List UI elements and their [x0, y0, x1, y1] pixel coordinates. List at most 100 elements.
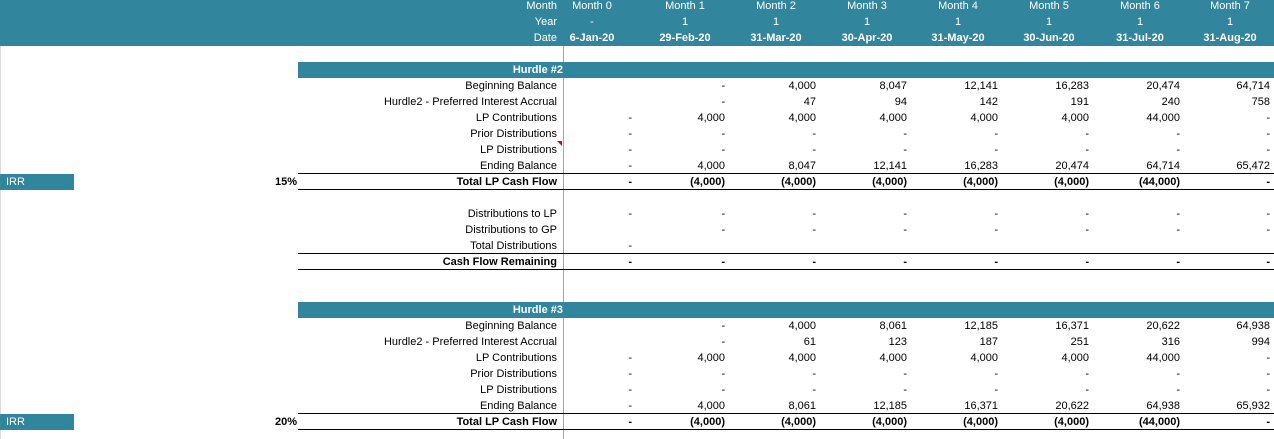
- value-cell[interactable]: [1094, 238, 1180, 254]
- value-cell[interactable]: 123: [888, 336, 907, 348]
- header-year-cell[interactable]: 1: [681, 16, 689, 28]
- value-cell[interactable]: 44,000: [1146, 112, 1180, 124]
- value-cell[interactable]: 4,000: [788, 352, 816, 364]
- header-month-cell[interactable]: Month 4: [938, 0, 978, 12]
- value-cell[interactable]: (4,000): [690, 416, 725, 428]
- value-cell[interactable]: -: [1085, 208, 1089, 220]
- value-cell[interactable]: -: [1266, 208, 1270, 220]
- value-cell[interactable]: 20,622: [1055, 400, 1089, 412]
- value-cell[interactable]: 142: [979, 96, 998, 108]
- value-cell[interactable]: -: [628, 112, 632, 124]
- value-cell[interactable]: [1003, 238, 1089, 254]
- value-cell[interactable]: -: [628, 144, 632, 156]
- value-cell[interactable]: -: [1085, 144, 1089, 156]
- value-cell[interactable]: (4,000): [781, 416, 816, 428]
- header-date-cell[interactable]: 30-Apr-20: [841, 32, 893, 44]
- value-cell[interactable]: -: [1266, 256, 1270, 268]
- header-date-cell[interactable]: 30-Jun-20: [1023, 32, 1075, 44]
- value-cell[interactable]: -: [812, 384, 816, 396]
- value-cell[interactable]: -: [994, 208, 998, 220]
- value-cell[interactable]: 4,000: [1061, 352, 1089, 364]
- value-cell[interactable]: 61: [803, 336, 816, 348]
- value-cell[interactable]: 65,472: [1236, 160, 1270, 172]
- value-cell[interactable]: 8,061: [788, 400, 816, 412]
- value-cell[interactable]: -: [628, 176, 632, 188]
- value-cell[interactable]: 64,938: [1146, 400, 1180, 412]
- value-cell[interactable]: -: [1266, 224, 1270, 236]
- value-cell[interactable]: -: [721, 256, 725, 268]
- value-cell[interactable]: -: [1176, 224, 1180, 236]
- value-cell[interactable]: -: [903, 144, 907, 156]
- value-cell[interactable]: 8,047: [788, 160, 816, 172]
- header-month-cell[interactable]: Month 7: [1210, 0, 1250, 12]
- hurdle2-irr-value[interactable]: 15%: [274, 176, 297, 188]
- header-year-cell[interactable]: 1: [1226, 16, 1234, 28]
- value-cell[interactable]: -: [812, 368, 816, 380]
- header-label-month[interactable]: Month: [526, 0, 557, 12]
- value-cell[interactable]: -: [628, 368, 632, 380]
- value-cell[interactable]: 94: [894, 96, 907, 108]
- value-cell[interactable]: 8,061: [879, 320, 907, 332]
- value-cell[interactable]: [639, 238, 725, 254]
- row-label[interactable]: LP Distributions: [480, 384, 557, 396]
- header-date-cell[interactable]: 31-Jul-20: [1116, 32, 1164, 44]
- value-cell[interactable]: -: [994, 384, 998, 396]
- value-cell[interactable]: -: [628, 128, 632, 140]
- value-cell[interactable]: 64,938: [1236, 320, 1270, 332]
- row-label[interactable]: Distributions to GP: [465, 224, 557, 236]
- value-cell[interactable]: -: [994, 256, 998, 268]
- value-cell[interactable]: -: [1266, 176, 1270, 188]
- row-label[interactable]: Total LP Cash Flow: [456, 176, 557, 188]
- value-cell[interactable]: 994: [1251, 336, 1270, 348]
- value-cell[interactable]: -: [1085, 224, 1089, 236]
- row-label[interactable]: Beginning Balance: [465, 80, 557, 92]
- row-label[interactable]: Hurdle2 - Preferred Interest Accrual: [383, 336, 557, 348]
- value-cell[interactable]: -: [721, 384, 725, 396]
- value-cell[interactable]: [546, 222, 632, 238]
- value-cell[interactable]: -: [628, 384, 632, 396]
- value-cell[interactable]: 44,000: [1146, 352, 1180, 364]
- value-cell[interactable]: -: [1266, 352, 1270, 364]
- value-cell[interactable]: -: [1176, 256, 1180, 268]
- hurdle3-irr-value[interactable]: 20%: [274, 416, 297, 428]
- value-cell[interactable]: (4,000): [963, 176, 998, 188]
- value-cell[interactable]: 4,000: [788, 80, 816, 92]
- value-cell[interactable]: -: [994, 128, 998, 140]
- value-cell[interactable]: 4,000: [788, 320, 816, 332]
- value-cell[interactable]: -: [903, 368, 907, 380]
- header-year-cell[interactable]: 1: [954, 16, 962, 28]
- value-cell[interactable]: (44,000): [1139, 416, 1180, 428]
- header-month-cell[interactable]: Month 6: [1120, 0, 1160, 12]
- value-cell[interactable]: -: [812, 256, 816, 268]
- value-cell[interactable]: 316: [1161, 336, 1180, 348]
- value-cell[interactable]: 16,371: [1055, 320, 1089, 332]
- value-cell[interactable]: [546, 78, 632, 94]
- row-label[interactable]: Prior Distributions: [470, 128, 557, 140]
- value-cell[interactable]: (4,000): [690, 176, 725, 188]
- value-cell[interactable]: 240: [1161, 96, 1180, 108]
- value-cell[interactable]: -: [994, 368, 998, 380]
- value-cell[interactable]: -: [628, 256, 632, 268]
- value-cell[interactable]: -: [628, 416, 632, 428]
- value-cell[interactable]: 16,371: [964, 400, 998, 412]
- value-cell[interactable]: 64,714: [1146, 160, 1180, 172]
- row-label[interactable]: LP Contributions: [475, 112, 557, 124]
- value-cell[interactable]: -: [812, 144, 816, 156]
- value-cell[interactable]: -: [994, 144, 998, 156]
- value-cell[interactable]: -: [1176, 144, 1180, 156]
- header-date-cell[interactable]: 6-Jan-20: [569, 32, 615, 44]
- row-label[interactable]: Cash Flow Remaining: [442, 256, 557, 268]
- value-cell[interactable]: -: [721, 80, 725, 92]
- row-label[interactable]: Ending Balance: [479, 400, 557, 412]
- value-cell[interactable]: -: [1176, 208, 1180, 220]
- value-cell[interactable]: -: [721, 368, 725, 380]
- value-cell[interactable]: -: [721, 336, 725, 348]
- value-cell[interactable]: -: [628, 240, 632, 252]
- value-cell[interactable]: (4,000): [1054, 416, 1089, 428]
- value-cell[interactable]: 65,932: [1236, 400, 1270, 412]
- hurdle3-title[interactable]: Hurdle #3: [512, 304, 563, 316]
- value-cell[interactable]: -: [1266, 112, 1270, 124]
- value-cell[interactable]: -: [628, 208, 632, 220]
- value-cell[interactable]: 4,000: [788, 112, 816, 124]
- header-month-cell[interactable]: Month 3: [847, 0, 887, 12]
